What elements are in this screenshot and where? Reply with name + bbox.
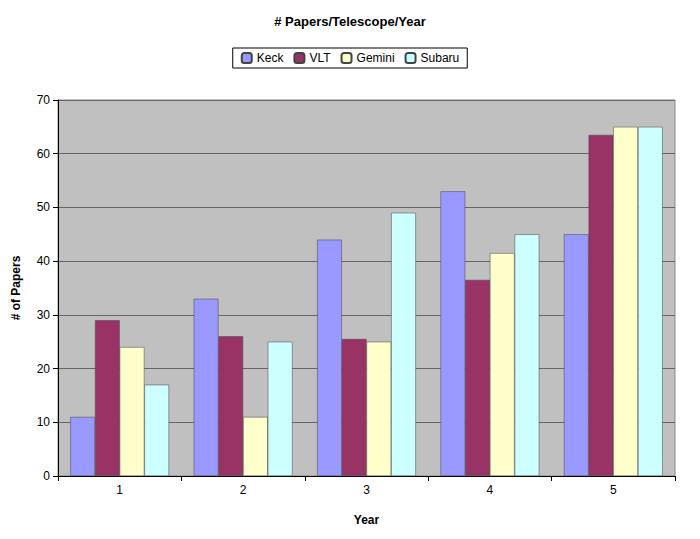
- svg-text:20: 20: [37, 362, 51, 376]
- svg-text:Year: Year: [354, 513, 380, 527]
- svg-text:Subaru: Subaru: [421, 51, 460, 65]
- svg-text:Keck: Keck: [257, 51, 285, 65]
- svg-text:40: 40: [37, 254, 51, 268]
- svg-text:0: 0: [43, 469, 50, 483]
- svg-text:# of Papers: # of Papers: [9, 255, 23, 320]
- svg-text:2: 2: [240, 483, 247, 497]
- svg-text:70: 70: [37, 93, 51, 107]
- svg-text:VLT: VLT: [309, 51, 331, 65]
- svg-text:50: 50: [37, 200, 51, 214]
- svg-text:Gemini: Gemini: [357, 51, 395, 65]
- svg-text:3: 3: [363, 483, 370, 497]
- svg-text:4: 4: [487, 483, 494, 497]
- svg-text:10: 10: [37, 415, 51, 429]
- svg-text:5: 5: [610, 483, 617, 497]
- svg-text:1: 1: [116, 483, 123, 497]
- svg-text:# Papers/Telescope/Year: # Papers/Telescope/Year: [274, 14, 426, 29]
- svg-text:60: 60: [37, 147, 51, 161]
- svg-text:30: 30: [37, 308, 51, 322]
